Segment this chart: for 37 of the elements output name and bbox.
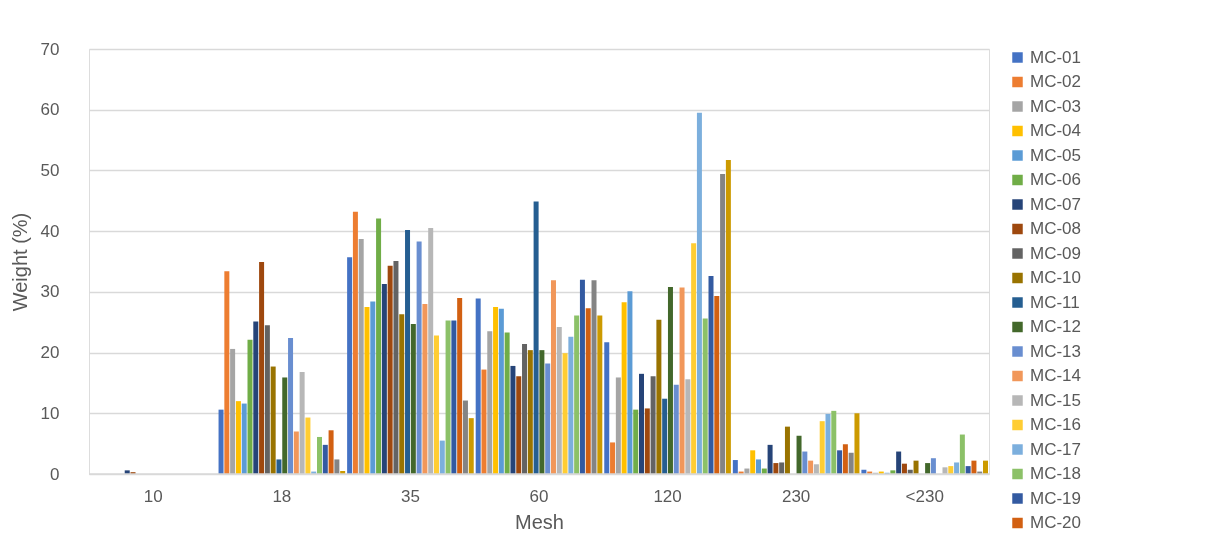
- x-tick-label: 35: [400, 486, 420, 506]
- x-tick-label: 18: [272, 486, 292, 506]
- legend-label: MC-15: [1030, 390, 1082, 410]
- legend-label: MC-13: [1030, 341, 1082, 361]
- legend-label: MC-19: [1030, 488, 1082, 508]
- x-tick-label: 60: [529, 486, 549, 506]
- legend-label: MC-10: [1030, 268, 1082, 287]
- y-tick-label: 40: [40, 221, 60, 241]
- x-tick-label: 10: [143, 486, 163, 506]
- y-tick-label: 0: [50, 464, 60, 484]
- y-axis-title: Weight (%): [8, 212, 31, 312]
- y-tick-label: 60: [40, 100, 60, 120]
- legend-label: MC-05: [1030, 145, 1082, 165]
- legend-label: MC-20: [1030, 513, 1082, 532]
- legend-label: MC-12: [1030, 317, 1082, 336]
- y-tick-label: 20: [40, 343, 60, 363]
- y-tick-label: 50: [40, 160, 60, 180]
- legend-label: MC-07: [1030, 194, 1082, 214]
- x-tick-label: 230: [781, 486, 811, 506]
- legend-label: MC-04: [1030, 121, 1082, 140]
- y-tick-label: 30: [40, 282, 60, 302]
- x-tick-label: <230: [905, 486, 944, 506]
- legend-label: MC-09: [1030, 243, 1082, 263]
- legend-label: MC-14: [1030, 366, 1082, 385]
- legend-label: MC-02: [1030, 72, 1082, 91]
- legend-label: MC-11: [1030, 292, 1080, 312]
- x-tick-label: 120: [653, 486, 682, 506]
- legend-label: MC-17: [1030, 439, 1082, 459]
- legend-label: MC-01: [1030, 47, 1082, 67]
- legend-label: MC-08: [1030, 219, 1082, 238]
- y-tick-label: 70: [40, 39, 60, 59]
- legend-label: MC-18: [1030, 464, 1082, 483]
- legend-label: MC-03: [1030, 96, 1082, 116]
- x-axis-title: Mesh: [515, 510, 564, 533]
- legend-label: MC-06: [1030, 170, 1082, 189]
- y-tick-label: 10: [40, 403, 60, 423]
- legend-label: MC-16: [1030, 415, 1082, 434]
